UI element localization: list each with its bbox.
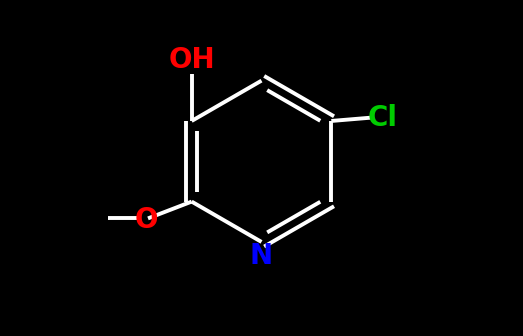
Text: OH: OH bbox=[168, 46, 215, 74]
Text: Cl: Cl bbox=[368, 103, 397, 132]
Text: O: O bbox=[134, 206, 158, 234]
Text: N: N bbox=[250, 242, 273, 270]
